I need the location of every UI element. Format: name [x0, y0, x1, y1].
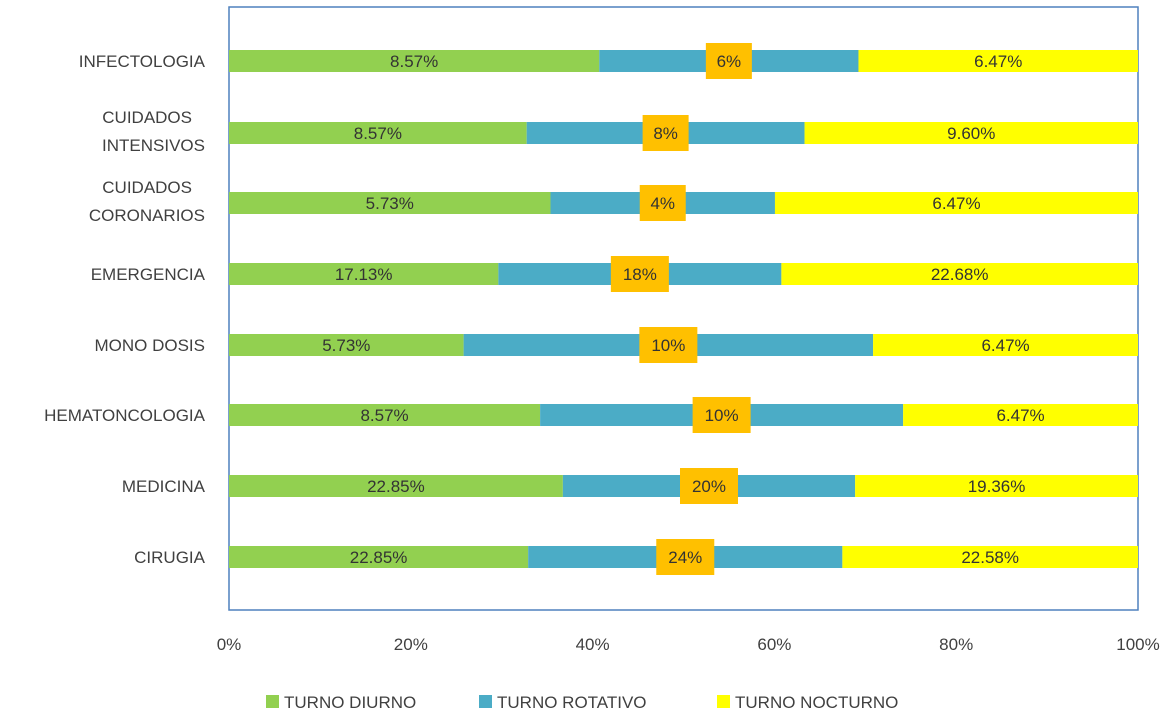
legend-label-turno-nocturno: TURNO NOCTURNO: [735, 693, 898, 712]
data-label-box-turno-rotativo-mono-dosis: [639, 327, 698, 363]
x-tick-label: 100%: [1116, 635, 1159, 654]
data-label-turno-nocturno-emergencia: 22.68%: [931, 265, 989, 284]
bar-turno-diurno-infectologia: [229, 50, 600, 72]
data-label-turno-nocturno-medicina: 19.36%: [968, 477, 1026, 496]
bar-turno-diurno-hematoncologia: [229, 404, 541, 426]
bar-turno-nocturno-medicina: [855, 475, 1138, 497]
data-label-turno-rotativo-medicina: 20%: [692, 477, 726, 496]
x-axis-tick-labels: 0% 20% 40% 60% 80% 100%: [217, 635, 1160, 654]
data-label-turno-nocturno-infectologia: 6.47%: [974, 52, 1022, 71]
data-label-turno-diurno-cuidados-intensivos: 8.57%: [354, 124, 402, 143]
data-label-turno-nocturno-cirugia: 22.58%: [961, 548, 1019, 567]
data-label-box-turno-rotativo-emergencia: [610, 256, 669, 292]
x-tick-label: 80%: [939, 635, 973, 654]
bar-turno-nocturno-mono-dosis: [873, 334, 1138, 356]
bar-turno-nocturno-cuidados-intensivos: [804, 122, 1138, 144]
legend-swatch-turno-rotativo: [479, 695, 492, 708]
data-label-turno-rotativo-hematoncologia: 10%: [705, 406, 739, 425]
data-label-turno-diurno-cuidados-coronarios: 5.73%: [366, 194, 414, 213]
data-label-turno-rotativo-cuidados-coronarios: 4%: [650, 194, 675, 213]
category-labels: CIRUGIA MEDICINA HEMATONCOLOGIA MONO DOSIS E…: [44, 52, 206, 567]
legend-label-turno-diurno: TURNO DIURNO: [284, 693, 416, 712]
plot-border: [228, 6, 1139, 611]
data-label-box-turno-rotativo-infectologia: [705, 43, 752, 79]
data-label-turno-rotativo-cuidados-intensivos: 8%: [653, 124, 678, 143]
category-label-cirugia: CIRUGIA: [134, 548, 206, 567]
bar-turno-diurno-cuidados-coronarios: [229, 192, 551, 214]
plot-area: [228, 6, 1139, 611]
data-label-turno-nocturno-mono-dosis: 6.47%: [981, 336, 1029, 355]
legend-label-turno-rotativo: TURNO ROTATIVO: [497, 693, 647, 712]
data-label-turno-nocturno-cuidados-intensivos: 9.60%: [947, 124, 995, 143]
data-label-turno-rotativo-mono-dosis: 10%: [651, 336, 685, 355]
data-label-turno-diurno-mono-dosis: 5.73%: [322, 336, 370, 355]
bar-turno-diurno-medicina: [229, 475, 563, 497]
data-label-turno-nocturno-hematoncologia: 6.47%: [996, 406, 1044, 425]
data-label-box-turno-rotativo-cirugia: [656, 539, 715, 575]
data-label-box-turno-rotativo-hematoncologia: [692, 397, 751, 433]
data-label-turno-diurno-medicina: 22.85%: [367, 477, 425, 496]
data-label-turno-nocturno-cuidados-coronarios: 6.47%: [932, 194, 980, 213]
bar-turno-diurno-cuidados-intensivos: [229, 122, 527, 144]
bar-turno-nocturno-hematoncologia: [903, 404, 1138, 426]
legend-swatch-turno-nocturno: [717, 695, 730, 708]
data-label-turno-rotativo-emergencia: 18%: [623, 265, 657, 284]
data-label-turno-rotativo-cirugia: 24%: [668, 548, 702, 567]
category-label-medicina: MEDICINA: [122, 477, 206, 496]
bar-turno-nocturno-emergencia: [781, 263, 1138, 285]
bar-turno-nocturno-cuidados-coronarios: [774, 192, 1138, 214]
data-label-turno-diurno-hematoncologia: 8.57%: [360, 406, 408, 425]
data-label-turno-diurno-infectologia: 8.57%: [390, 52, 438, 71]
category-label-cuidados-coronarios: CUIDADOS CORONARIOS: [89, 178, 205, 225]
category-label-emergencia: EMERGENCIA: [91, 265, 206, 284]
data-label-box-turno-rotativo-medicina: [679, 468, 738, 504]
bar-turno-diurno-mono-dosis: [229, 334, 464, 356]
data-label-turno-diurno-cirugia: 22.85%: [350, 548, 408, 567]
bar-turno-nocturno-infectologia: [858, 50, 1138, 72]
data-label-turno-diurno-emergencia: 17.13%: [335, 265, 393, 284]
data-label-box-turno-rotativo-cuidados-intensivos: [642, 115, 689, 151]
category-label-hematoncologia: HEMATONCOLOGIA: [44, 406, 206, 425]
data-label-box-turno-rotativo-cuidados-coronarios: [639, 185, 686, 221]
category-label-cuidados-intensivos: CUIDADOS INTENSIVOS: [102, 108, 205, 155]
bar-turno-diurno-emergencia: [229, 263, 499, 285]
category-label-infectologia: INFECTOLOGIA: [79, 52, 206, 71]
legend: TURNO DIURNO TURNO ROTATIVO TURNO NOCTURNO: [266, 693, 898, 712]
x-tick-label: 20%: [394, 635, 428, 654]
bar-series-group: 22.85% 22.58% 22.85% 19.36% 8.57% 6.47% 5.73% 6…: [229, 43, 1138, 575]
x-tick-label: 60%: [757, 635, 791, 654]
x-tick-label: 40%: [576, 635, 610, 654]
category-label-mono-dosis: MONO DOSIS: [94, 336, 205, 355]
x-tick-label: 0%: [217, 635, 242, 654]
bar-turno-diurno-cirugia: [229, 546, 529, 568]
legend-swatch-turno-diurno: [266, 695, 279, 708]
data-label-turno-rotativo-infectologia: 6%: [717, 52, 742, 71]
bar-turno-nocturno-cirugia: [842, 546, 1138, 568]
